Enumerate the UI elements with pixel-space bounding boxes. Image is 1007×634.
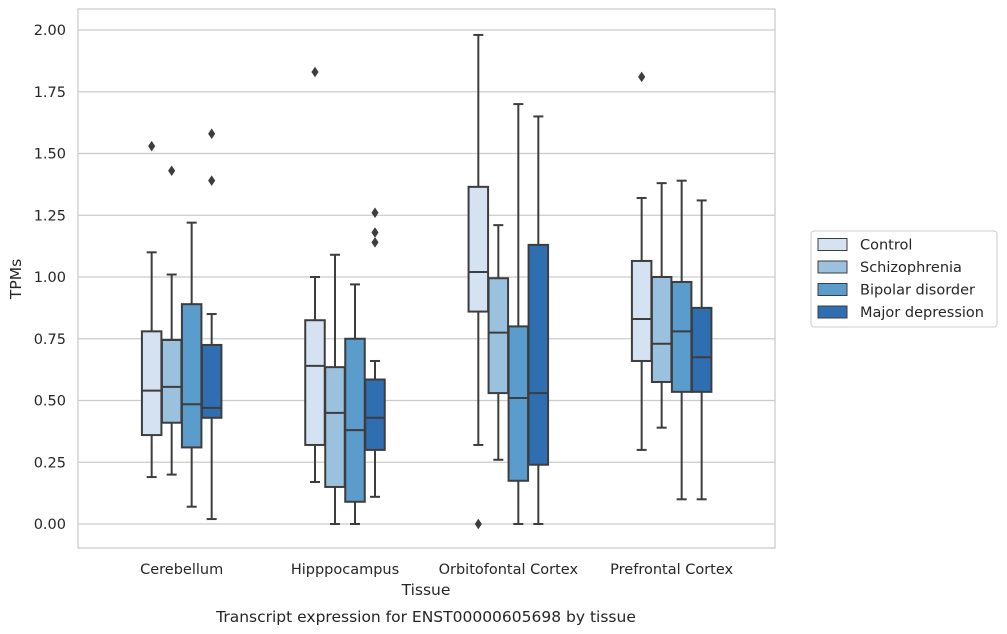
legend-swatch (817, 283, 848, 296)
box-group (200, 128, 223, 521)
box-group (364, 207, 386, 498)
outlier-point (208, 128, 216, 139)
box (670, 280, 693, 393)
outlier-point (474, 518, 482, 530)
box (304, 319, 326, 446)
box-group (467, 33, 490, 530)
box-group (487, 224, 510, 461)
legend: Control Schizophrenia Bipolar disorder Majo… (810, 230, 998, 328)
box (180, 303, 203, 449)
box-groups (140, 33, 713, 530)
y-tick-label: 1.75 (34, 85, 66, 101)
outlier-point (371, 227, 379, 238)
legend-label: Major depression (860, 305, 984, 321)
box (140, 330, 163, 437)
box (364, 378, 386, 451)
y-tick-label: 0.25 (34, 455, 66, 471)
legend-swatch (817, 305, 848, 319)
box (487, 277, 510, 395)
box-group (690, 199, 713, 501)
y-tick-label: 1.00 (34, 270, 66, 286)
box-group (650, 182, 673, 429)
x-tick-label: Prefrontal Cortex (610, 562, 733, 578)
legend-frame (810, 230, 998, 328)
legend-label: Bipolar disorder (860, 283, 975, 299)
y-tick-labels: 0.00 0.25 0.50 0.75 1.00 1.25 1.50 1.75 2.00 (34, 23, 66, 533)
box (650, 276, 673, 383)
outlier-point (638, 71, 646, 83)
chart-caption: Transcript expression for ENST0000060569… (215, 608, 636, 626)
outlier-point (208, 175, 216, 186)
box-group (160, 165, 183, 476)
x-axis-label: Tissue (401, 581, 451, 599)
plot-frame (77, 8, 776, 549)
y-axis-label: TPMs (7, 259, 25, 300)
box (160, 338, 183, 424)
outlier-point (311, 66, 319, 78)
legend-swatch (817, 260, 848, 274)
box (690, 306, 713, 393)
outlier-point (371, 237, 379, 248)
y-tick-label: 0.75 (34, 332, 66, 348)
box (324, 366, 346, 488)
box (467, 185, 490, 313)
x-tick-label: Hipppocampus (291, 562, 399, 578)
outlier-point (148, 140, 156, 152)
x-tick-label: Cerebellum (140, 562, 223, 578)
y-tick-label: 0.00 (34, 517, 66, 533)
x-tick-labels: Cerebellum Hipppocampus Orbitofontal Corte… (140, 562, 733, 578)
box-group (670, 179, 693, 501)
box-group (507, 103, 530, 525)
box-group (324, 253, 346, 525)
legend-swatch (817, 238, 848, 251)
y-tick-label: 1.50 (34, 147, 66, 163)
box (630, 259, 653, 362)
outlier-point (371, 207, 379, 219)
outlier-point (168, 165, 176, 177)
box (527, 243, 550, 466)
y-tick-label: 1.25 (34, 208, 66, 224)
legend-label: Control (860, 238, 912, 254)
box (200, 343, 223, 419)
box (507, 325, 530, 482)
y-tick-label: 0.50 (34, 394, 66, 410)
x-tick-label: Orbitofontal Cortex (439, 562, 579, 578)
box-group (527, 115, 550, 525)
legend-label: Schizophrenia (860, 260, 962, 276)
box (344, 337, 366, 503)
y-tick-label: 2.00 (34, 23, 66, 39)
